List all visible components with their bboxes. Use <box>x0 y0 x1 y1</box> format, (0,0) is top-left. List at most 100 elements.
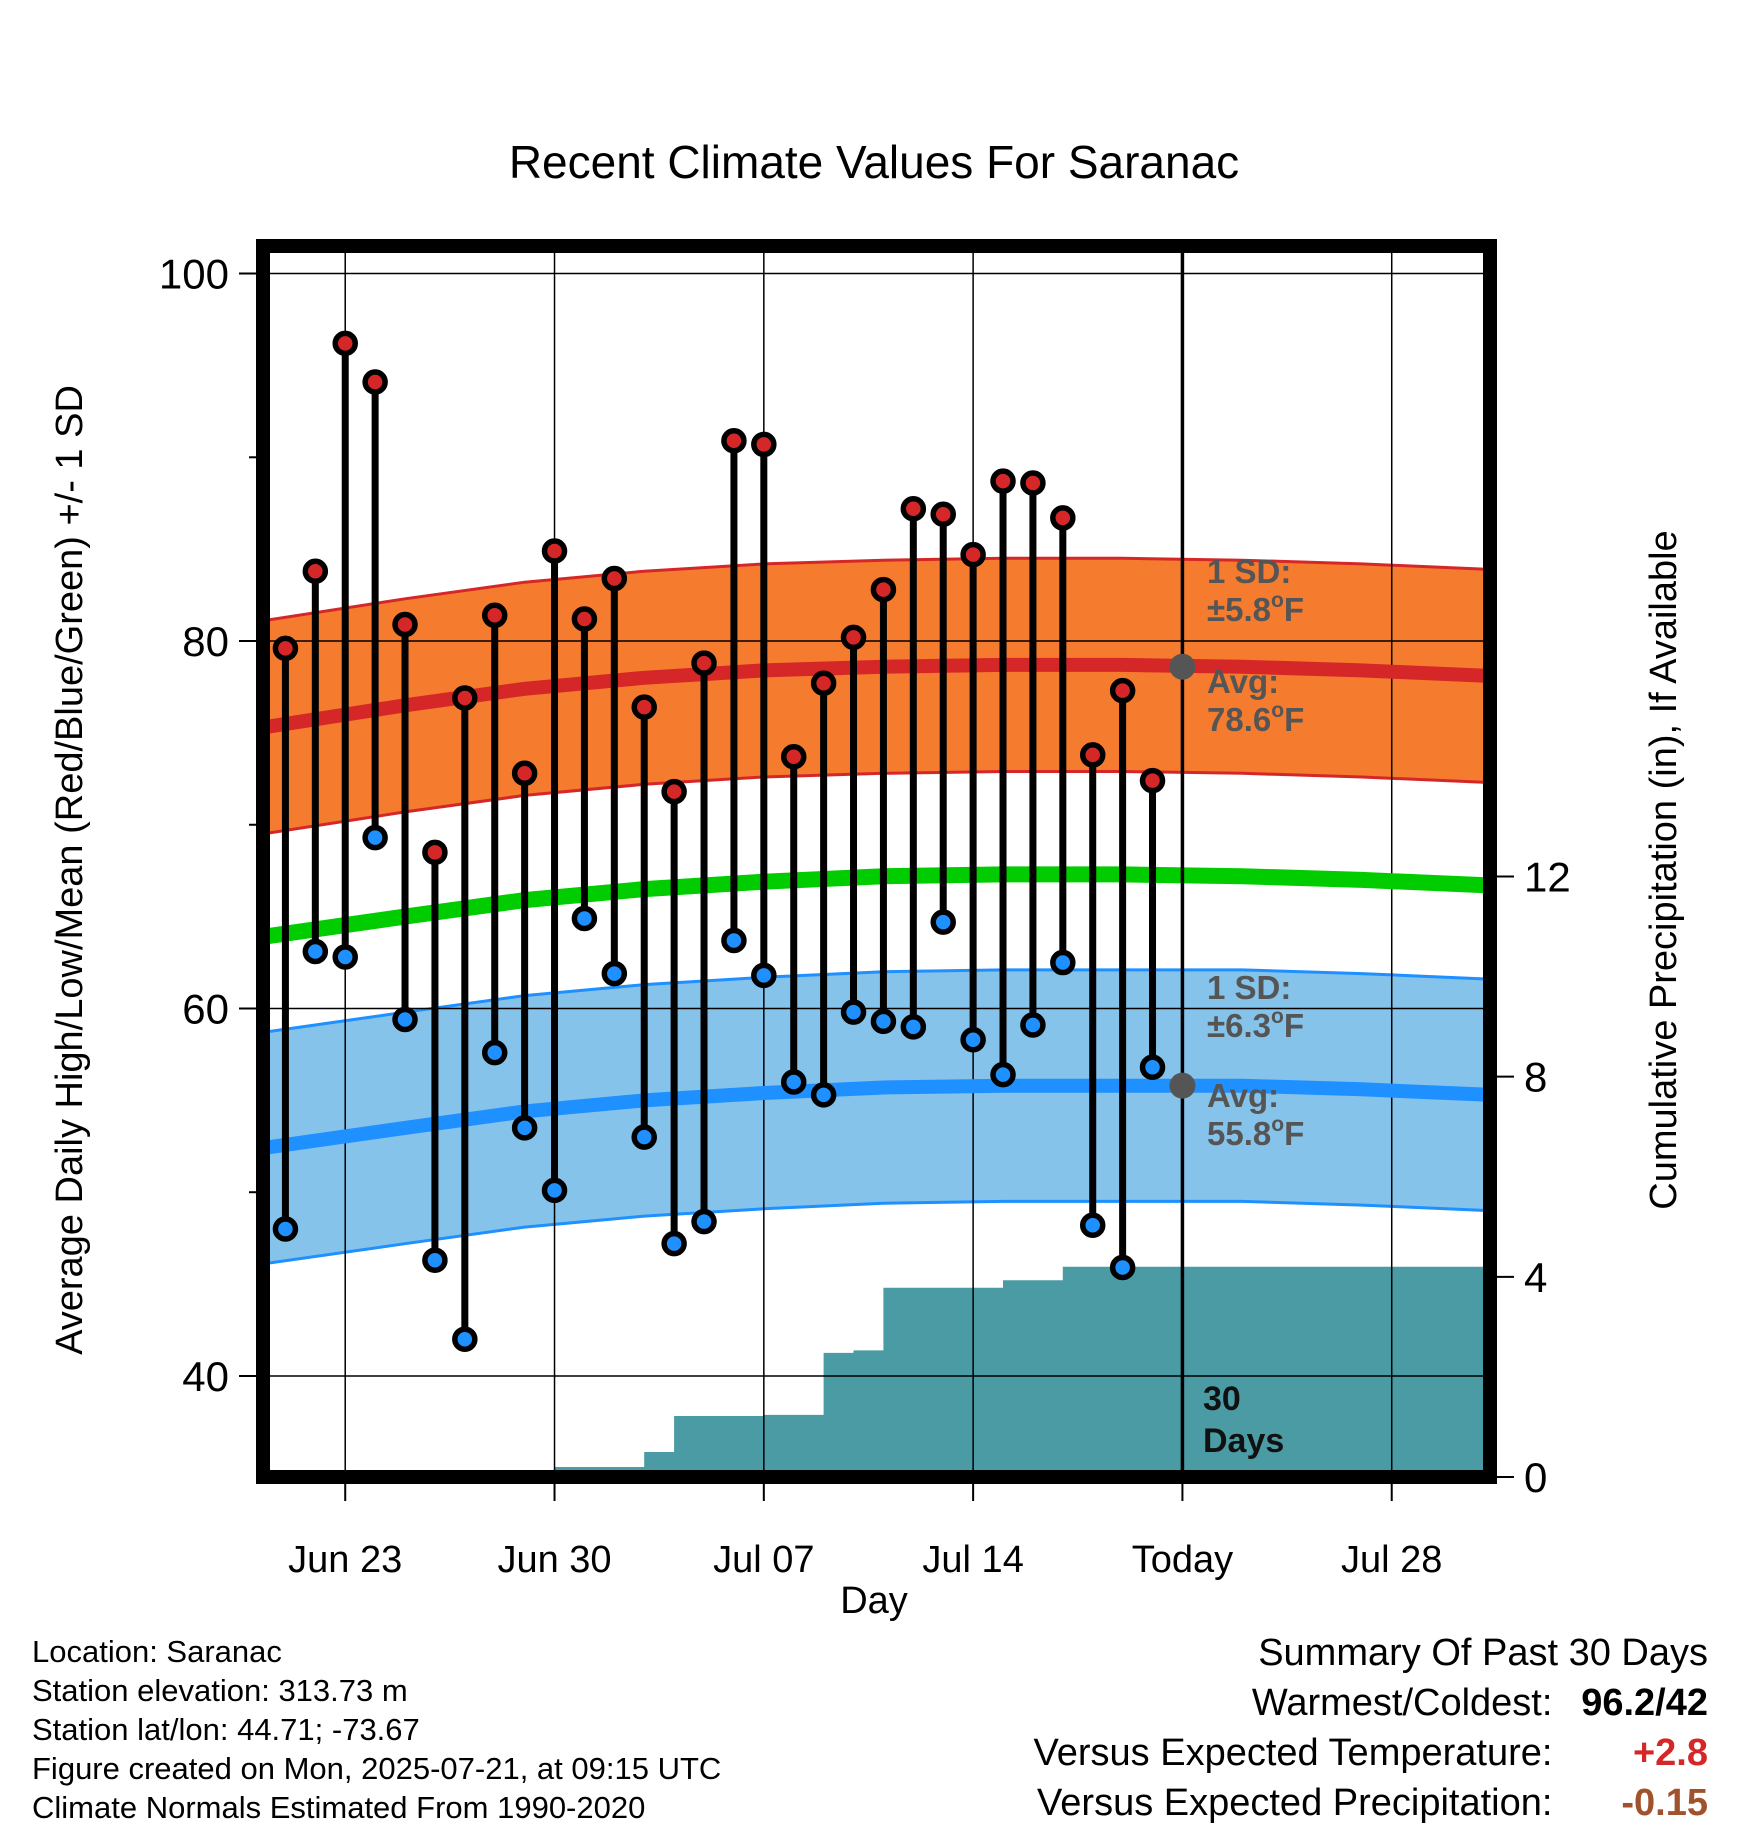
low-annotation-avg-deg: o <box>1271 1113 1284 1136</box>
daily-low-point <box>541 1177 568 1204</box>
low-sd-lower-line <box>263 1199 1489 1266</box>
daily-low-point <box>302 938 329 965</box>
daily-high-point <box>452 685 478 711</box>
daily-low-point <box>721 927 747 954</box>
high-annotation-sd-deg: o <box>1271 589 1284 612</box>
avg-mean-line <box>263 866 1490 945</box>
low-annotation-sd-value: ±6.3oF <box>1207 1005 1304 1044</box>
high-annotation-avg-value: 78.6oF <box>1207 699 1304 738</box>
daily-low-point <box>392 1006 418 1033</box>
y-axis-label: Average Daily High/Low/Mean (Red/Blue/Gr… <box>49 385 91 1355</box>
daily-low-point <box>840 999 867 1025</box>
low-annotation-avg-label: Avg: <box>1207 1077 1279 1114</box>
daily-high-point <box>780 744 807 770</box>
daily-high-point <box>960 541 986 568</box>
y2-axis-label: Cumulative Precipitation (in), If Availa… <box>1643 530 1685 1209</box>
daily-high-point <box>1109 677 1136 704</box>
daily-low-point <box>1020 1012 1046 1038</box>
temp-label: Versus Expected Temperature: <box>1033 1732 1553 1774</box>
daily-high-point <box>362 369 388 395</box>
precip-label: Versus Expected Precipitation: <box>1037 1782 1553 1824</box>
daily-low-point <box>960 1026 986 1053</box>
low-annotation-sd-deg: o <box>1271 1005 1284 1028</box>
daily-low-point <box>1050 949 1076 976</box>
high-annotation-avg-deg: o <box>1271 699 1284 722</box>
x-tick-label: Jul 14 <box>922 1539 1023 1581</box>
daily-high-point <box>1079 742 1106 768</box>
daily-high-point <box>511 760 538 787</box>
y-tick-label: 80 <box>182 618 229 665</box>
daily-low-point <box>1079 1212 1106 1239</box>
daily-high-point <box>272 635 299 662</box>
precip-value: -0.15 <box>1621 1782 1708 1824</box>
summary-panel: Summary Of Past 30 Days Warmest/Coldest:… <box>1034 1628 1708 1828</box>
elevation-text: Station elevation: 313.73 m <box>32 1673 408 1708</box>
precip-area <box>285 1266 1489 1477</box>
y2-tick-label: 8 <box>1524 1054 1547 1101</box>
daily-low-point <box>422 1247 448 1273</box>
high-annotation-sd-unit: F <box>1284 591 1304 628</box>
daily-high-point <box>332 330 358 357</box>
summary-temp-row: Versus Expected Temperature: +2.8 <box>1034 1728 1708 1778</box>
daily-low-point <box>511 1115 538 1141</box>
daily-high-point <box>571 606 598 632</box>
daily-low-point <box>332 944 358 970</box>
daily-high-point <box>631 694 657 720</box>
daily-low-point <box>780 1069 807 1095</box>
latlon-text: Station lat/lon: 44.71; -73.67 <box>32 1712 420 1747</box>
summary-precip-row: Versus Expected Precipitation: -0.15 <box>1034 1778 1708 1828</box>
daily-high-point <box>481 602 508 629</box>
daily-low-point <box>691 1208 717 1235</box>
high-annotation-avg-unit: F <box>1284 701 1304 738</box>
daily-high-point <box>721 428 747 454</box>
daily-high-point <box>900 495 927 522</box>
plot-frame <box>256 239 1497 1484</box>
daily-low-point <box>1109 1254 1136 1281</box>
high-sd-upper-line <box>263 556 1489 623</box>
daily-high-point <box>930 501 956 527</box>
y-tick-label: 100 <box>159 251 229 298</box>
low-annotation-sd-label: 1 SD: <box>1207 969 1291 1006</box>
y2-tick-label: 4 <box>1524 1254 1547 1301</box>
daily-high-point <box>661 778 687 805</box>
plot-interior <box>263 246 1490 1477</box>
daily-high-point <box>990 468 1016 494</box>
low-annotation-avg-value: 55.8oF <box>1207 1113 1304 1152</box>
low-annotation-avg-unit: F <box>1284 1115 1304 1152</box>
daily-high-point <box>810 670 837 697</box>
daily-low-point <box>272 1216 299 1242</box>
daily-low-point <box>601 960 628 987</box>
normals-text: Climate Normals Estimated From 1990-2020 <box>32 1790 646 1825</box>
daily-high-point <box>870 576 897 603</box>
y2-tick-label: 12 <box>1524 854 1571 901</box>
warm-label: Warmest/Coldest: <box>1251 1682 1553 1724</box>
y-tick-label: 40 <box>182 1353 229 1400</box>
warm-value: 96.2/42 <box>1581 1682 1708 1724</box>
daily-low-point <box>631 1124 657 1150</box>
daily-high-point <box>422 839 448 866</box>
avg-low-marker <box>1169 1072 1196 1099</box>
location-text: Location: Saranac <box>32 1634 282 1669</box>
x-tick-label: Jun 23 <box>288 1539 402 1581</box>
x-axis-label: Day <box>840 1580 908 1622</box>
daily-high-point <box>302 558 329 584</box>
daily-low-point <box>930 909 956 935</box>
daily-low-point <box>870 1008 897 1035</box>
high-annotation-sd-label: 1 SD: <box>1207 553 1291 590</box>
summary-title: Summary Of Past 30 Days <box>1258 1632 1708 1674</box>
daily-low-point <box>900 1014 927 1040</box>
daily-high-point <box>1050 505 1076 531</box>
daily-high-point <box>601 565 628 592</box>
daily-high-point <box>840 624 867 651</box>
station-info: Location: Saranac Station elevation: 313… <box>32 1632 721 1827</box>
daily-high-point <box>751 431 777 458</box>
daily-high-point <box>541 538 568 564</box>
temp-value: +2.8 <box>1632 1732 1708 1774</box>
daily-low-point <box>1139 1054 1166 1081</box>
y2-tick-label: 0 <box>1524 1454 1547 1501</box>
daily-low-point <box>452 1326 478 1352</box>
daily-high-point <box>1020 470 1046 496</box>
daily-low-point <box>481 1039 508 1066</box>
